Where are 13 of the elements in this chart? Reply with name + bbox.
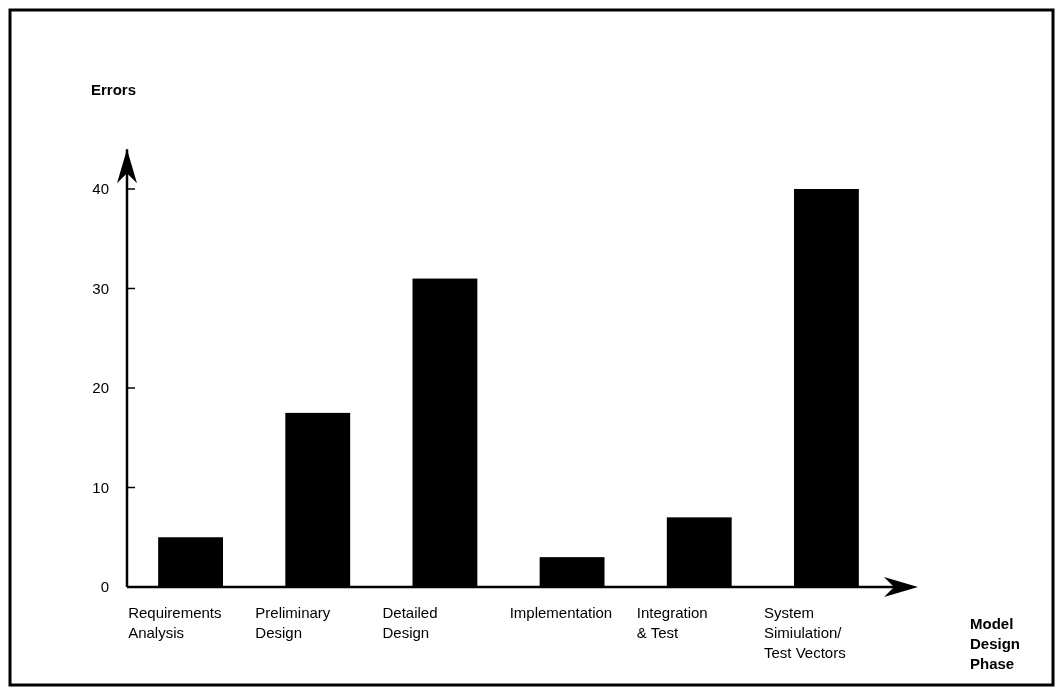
x-tick-label: System Simiulation/ Test Vectors	[763, 604, 846, 661]
y-tick-label: 40	[92, 180, 109, 198]
x-tick-label: Preliminary Design	[255, 604, 331, 641]
y-axis-title: Errors	[91, 81, 137, 99]
y-tick-label: 0	[100, 578, 109, 596]
x-tick-label: Integration & Test	[636, 604, 708, 641]
x-tick-label: Detailed Design	[382, 604, 438, 641]
x-tick-label: Requirements Analysis	[128, 604, 222, 641]
y-tick-label: 10	[92, 478, 109, 496]
y-tick-label: 30	[92, 279, 109, 297]
y-tick-label: 20	[92, 379, 109, 397]
x-tick-label: Implementation	[509, 604, 613, 621]
x-axis-title: Model Design Phase	[970, 615, 1021, 672]
